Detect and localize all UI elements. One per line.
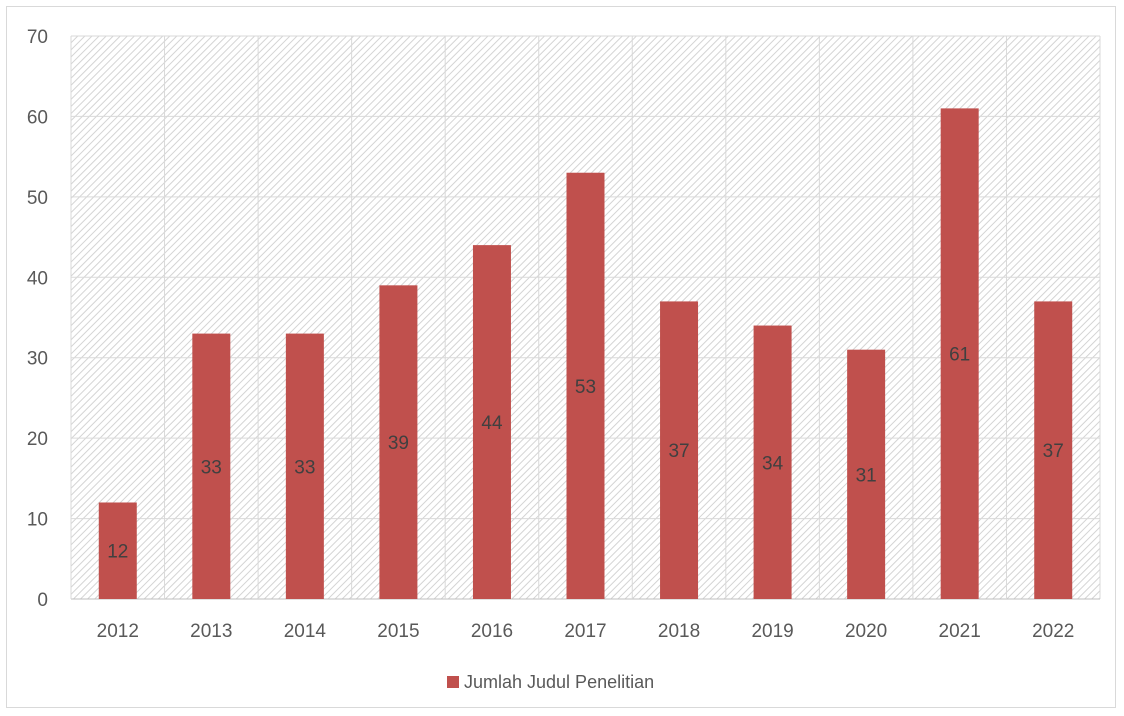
x-tick-label: 2021 — [939, 621, 981, 642]
bar-2013 — [192, 333, 231, 599]
x-tick-label: 2017 — [564, 621, 606, 642]
bar-2020 — [847, 349, 886, 599]
data-label-2016: 44 — [481, 413, 503, 434]
x-tick-label: 2015 — [377, 621, 419, 642]
x-tick-label: 2018 — [658, 621, 700, 642]
y-tick-label: 0 — [37, 590, 48, 611]
y-tick-label: 30 — [27, 349, 48, 370]
bar-2015 — [379, 285, 418, 599]
y-tick-label: 40 — [27, 268, 48, 289]
y-tick-label: 10 — [27, 510, 48, 531]
x-tick-label: 2019 — [751, 621, 793, 642]
x-axis: 2012 2013 2014 2015 2016 2017 2018 2019 2020 2021… — [97, 621, 1075, 642]
data-label-2013: 33 — [201, 457, 222, 478]
bars: 12 33 33 39 44 53 37 34 31 61 37 — [98, 108, 1073, 599]
x-tick-label: 2022 — [1032, 621, 1074, 642]
data-label-2020: 31 — [856, 465, 877, 486]
data-label-2017: 53 — [575, 377, 596, 398]
data-label-2015: 39 — [388, 433, 409, 454]
y-tick-label: 70 — [27, 27, 48, 48]
data-label-2021: 61 — [949, 345, 970, 366]
bar-2019 — [753, 325, 792, 599]
data-label-2014: 33 — [294, 457, 315, 478]
bar-2016 — [472, 245, 511, 599]
x-tick-label: 2012 — [97, 621, 139, 642]
x-tick-label: 2013 — [190, 621, 232, 642]
y-tick-label: 60 — [27, 107, 48, 128]
data-label-2019: 34 — [762, 453, 784, 474]
data-label-2012: 12 — [107, 542, 128, 563]
legend-swatch — [447, 676, 459, 688]
bar-2017 — [566, 172, 605, 599]
y-tick-label: 20 — [27, 429, 48, 450]
x-tick-label: 2014 — [284, 621, 327, 642]
x-tick-label: 2016 — [471, 621, 513, 642]
bar-2021 — [940, 108, 979, 599]
y-axis: 0 10 20 30 40 50 60 70 — [27, 27, 48, 611]
legend-label: Jumlah Judul Penelitian — [464, 672, 654, 692]
bar-2014 — [285, 333, 324, 599]
data-label-2022: 37 — [1043, 441, 1064, 462]
bar-2012 — [98, 502, 137, 599]
data-label-2018: 37 — [668, 441, 689, 462]
bar-2022 — [1034, 301, 1073, 599]
x-tick-label: 2020 — [845, 621, 887, 642]
legend: Jumlah Judul Penelitian — [447, 672, 654, 692]
bar-2018 — [660, 301, 699, 599]
y-tick-label: 50 — [27, 188, 48, 209]
gridlines — [70, 35, 1101, 600]
